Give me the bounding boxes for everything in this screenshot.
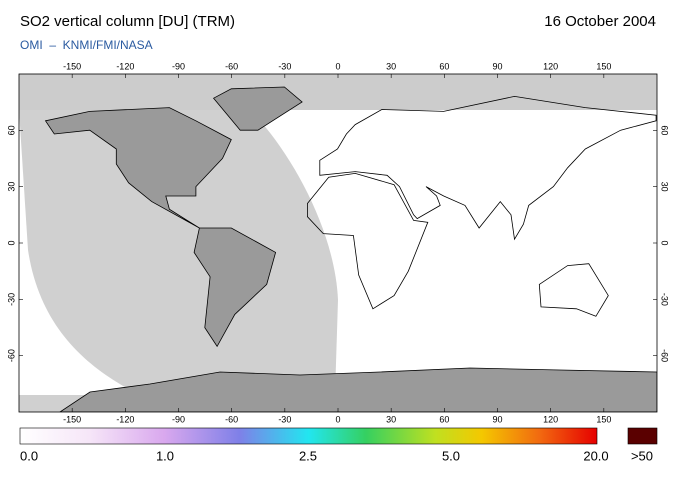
lon-label: 120 [543, 61, 558, 71]
greenland [212, 86, 303, 131]
colorbar-label: >50 [631, 448, 653, 463]
lat-label: -30 [6, 293, 16, 306]
lat-label: 30 [6, 182, 16, 192]
lon-label: 0 [335, 414, 340, 424]
lat-label: 0 [6, 240, 16, 245]
north-america [44, 107, 232, 229]
no-data-band [19, 74, 657, 110]
lat-label: 60 [660, 125, 670, 135]
night-region [19, 110, 338, 395]
lon-label: 90 [492, 414, 502, 424]
south-america [193, 227, 277, 348]
lon-label: -90 [172, 61, 185, 71]
credit: OMI – KNMI/FMI/NASA [20, 38, 153, 52]
lon-label: -60 [225, 61, 238, 71]
lat-label: -60 [660, 349, 670, 362]
lat-label: 30 [660, 182, 670, 192]
antarctica [59, 367, 657, 412]
colorbar-label: 2.5 [299, 448, 317, 463]
lon-label: -60 [225, 414, 238, 424]
lon-label: 150 [596, 414, 611, 424]
colorbar-label: 5.0 [442, 448, 460, 463]
lon-label: 120 [543, 414, 558, 424]
africa [307, 172, 429, 310]
lon-label: 30 [386, 61, 396, 71]
lon-label: -30 [278, 414, 291, 424]
lon-label: -150 [63, 61, 81, 71]
lat-label: 0 [660, 240, 670, 245]
lon-label: -30 [278, 61, 291, 71]
lon-label: -90 [172, 414, 185, 424]
lon-label: 90 [492, 61, 502, 71]
colorbar [19, 427, 598, 445]
lat-label: 60 [6, 125, 16, 135]
eurasia [319, 95, 657, 241]
colorbar-label: 0.0 [20, 448, 38, 463]
colorbar-label: 20.0 [583, 448, 608, 463]
colorbar-label: 1.0 [156, 448, 174, 463]
lon-label: 150 [596, 61, 611, 71]
lat-label: -30 [660, 293, 670, 306]
lon-label: 60 [439, 414, 449, 424]
lon-label: 60 [439, 61, 449, 71]
lon-label: -120 [116, 414, 134, 424]
colorbar-overflow [627, 427, 658, 445]
lon-label: 30 [386, 414, 396, 424]
date: 16 October 2004 [544, 13, 656, 30]
lon-label: -150 [63, 414, 81, 424]
lon-label: 0 [335, 61, 340, 71]
lon-label: -120 [116, 61, 134, 71]
lat-label: -60 [6, 349, 16, 362]
title: SO2 vertical column [DU] (TRM) [20, 13, 235, 30]
australia [538, 263, 609, 317]
map [19, 74, 657, 412]
